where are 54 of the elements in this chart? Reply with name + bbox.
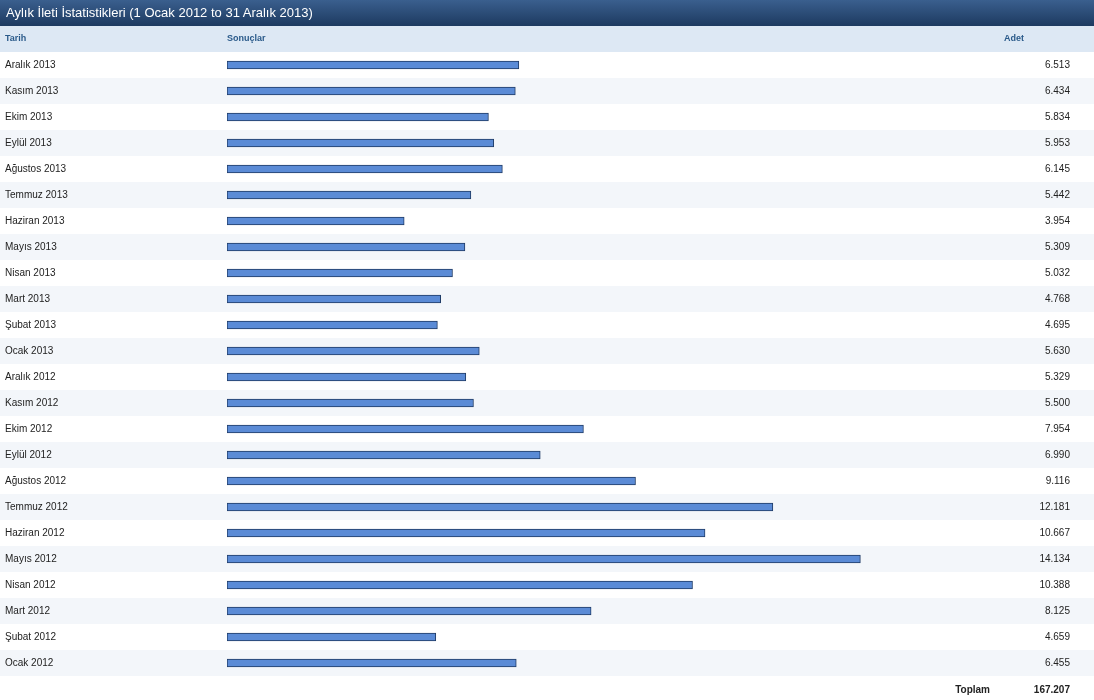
y-tick-label: Haziran 2013 xyxy=(5,214,65,226)
y-tick-label: Mart 2013 xyxy=(5,292,51,304)
y-tick-label: Kasım 2012 xyxy=(5,396,59,408)
data-label: 6.145 xyxy=(1044,162,1071,174)
data-label: 5.500 xyxy=(1044,396,1071,408)
y-tick-label: Şubat 2012 xyxy=(5,630,57,642)
data-label: 5.834 xyxy=(1044,110,1071,122)
data-label: 4.695 xyxy=(1044,318,1071,330)
text: Adet xyxy=(1004,33,1024,44)
x-axis-title: Sonuçlar xyxy=(227,33,267,44)
y-tick-label: Ocak 2013 xyxy=(5,344,54,356)
data-label: 5.442 xyxy=(1044,188,1071,200)
text: 167.207 xyxy=(1033,683,1071,695)
text: Toplam xyxy=(955,683,991,695)
y-tick-label: Nisan 2013 xyxy=(5,266,57,278)
data-label: 6.990 xyxy=(1044,448,1071,460)
y-tick-label: Haziran 2012 xyxy=(5,526,65,538)
y-tick-label: Eylül 2013 xyxy=(5,136,53,148)
data-label: 5.032 xyxy=(1044,266,1071,278)
data-label: 5.309 xyxy=(1044,240,1071,252)
y-tick-label: Nisan 2012 xyxy=(5,578,57,590)
y-tick-label: Aralık 2012 xyxy=(5,370,57,382)
data-label: 9.116 xyxy=(1045,474,1071,486)
y-tick-label: Şubat 2013 xyxy=(5,318,57,330)
data-label: 14.134 xyxy=(1039,552,1071,564)
y-tick-label: Ekim 2013 xyxy=(5,110,53,122)
data-label: 7.954 xyxy=(1044,422,1071,434)
y-tick-label: Mayıs 2013 xyxy=(5,240,58,252)
data-label: 6.455 xyxy=(1044,656,1071,668)
y-tick-label: Kasım 2013 xyxy=(5,84,59,96)
y-tick-label: Temmuz 2012 xyxy=(5,500,69,512)
data-label: 10.388 xyxy=(1039,578,1071,590)
data-label: 4.768 xyxy=(1044,292,1071,304)
data-label: 8.125 xyxy=(1044,604,1071,616)
y-tick-label: Ağustos 2012 xyxy=(5,474,67,486)
y-tick-label: Ocak 2012 xyxy=(5,656,54,668)
data-label: 5.329 xyxy=(1044,370,1071,382)
y-tick-label: Ağustos 2013 xyxy=(5,162,67,174)
y-tick-label: Mart 2012 xyxy=(5,604,51,616)
data-label: 5.953 xyxy=(1044,136,1071,148)
y-tick-label: Eylül 2012 xyxy=(5,448,53,460)
data-label: 4.659 xyxy=(1044,630,1071,642)
y-tick-label: Ekim 2012 xyxy=(5,422,53,434)
y-tick-label: Temmuz 2013 xyxy=(5,188,69,200)
data-label: 12.181 xyxy=(1039,500,1071,512)
data-label: 10.667 xyxy=(1039,526,1071,538)
y-tick-label: Aralık 2013 xyxy=(5,58,57,70)
y-tick-label: Mayıs 2012 xyxy=(5,552,58,564)
y-axis-title: Tarih xyxy=(5,33,27,44)
chart-title: Aylık İleti İstatistikleri (1 Ocak 2012 to 31 Aralık 2013) xyxy=(0,0,1094,26)
data-label: 6.513 xyxy=(1044,58,1071,70)
data-label: 5.630 xyxy=(1044,344,1071,356)
data-label: 6.434 xyxy=(1044,84,1071,96)
data-label: 3.954 xyxy=(1044,214,1071,226)
